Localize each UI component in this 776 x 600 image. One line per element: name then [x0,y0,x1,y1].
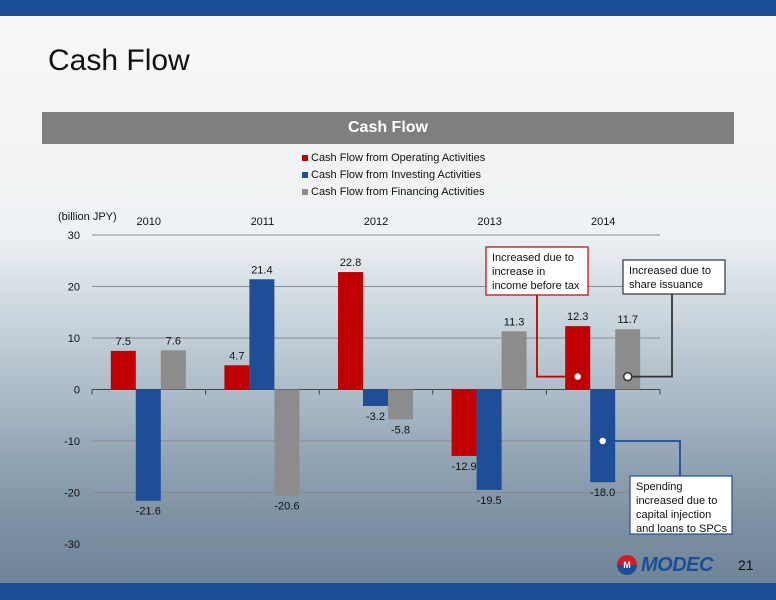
legend-entry: Cash Flow from Operating Activities [311,152,486,164]
y-tick-label: -10 [64,436,80,448]
logo-text: MODEC [641,554,713,576]
legend-swatch [302,172,308,178]
bar [388,389,413,420]
top-banner [0,0,776,16]
x-category-label: 2010 [137,216,161,228]
data-label: -3.2 [366,411,385,423]
data-label: -20.6 [274,501,299,513]
legend-swatch [302,155,308,161]
data-label: 4.7 [229,350,244,362]
bar [135,389,161,501]
annotation-financing-text: share issuance [629,279,703,291]
data-label: 21.4 [251,264,272,276]
bar [274,389,300,496]
annotation-operating-marker [572,371,583,382]
annotation-investing-box [629,475,733,535]
x-category-label: 2012 [364,216,388,228]
data-label: 7.5 [116,336,131,348]
bar [476,389,502,490]
bar [338,272,363,390]
data-label: 7.6 [166,335,181,347]
data-label: -12.9 [452,461,477,473]
chart-title: Cash Flow [42,112,734,144]
data-label: 11.3 [504,316,525,328]
data-label: 11.7 [617,314,638,326]
data-label: -19.5 [477,495,502,507]
data-label: 22.8 [340,257,361,269]
y-tick-label: 20 [68,282,80,294]
annotation-operating-text: Increased due to [492,252,574,264]
bar [224,365,250,390]
data-label: -21.6 [136,506,161,518]
bar [590,389,616,483]
x-category-label: 2011 [251,216,275,228]
bar [363,389,388,406]
y-tick-label: -30 [64,539,80,551]
annotation-operating-text: income before tax [492,280,580,292]
legend-entry: Cash Flow from Financing Activities [311,186,485,198]
y-tick-label: 0 [74,385,80,397]
annotation-financing-text: Increased due to [629,265,711,277]
annotation-operating-text: increase in [492,266,545,278]
annotation-investing-text: increased due to [636,495,717,507]
annotation-investing-text: and loans to SPCs [636,523,728,535]
bar [501,331,527,390]
bar [160,350,186,390]
y-tick-label: -20 [64,488,80,500]
bar [110,350,136,390]
modec-logo-mark: M [617,555,637,575]
x-category-label: 2013 [477,216,501,228]
logo-mark-letter: M [623,560,631,570]
annotation-investing-text: capital injection [636,509,711,521]
y-tick-label: 10 [68,333,80,345]
y-tick-label: 30 [68,230,80,242]
bar [249,279,275,390]
annotation-financing-leader [627,294,673,378]
data-label: -18.0 [590,487,615,499]
annotation-operating-box [485,246,589,296]
bottom-banner [0,583,776,600]
data-label: 12.3 [567,311,588,323]
bar [451,389,477,456]
data-label: -5.8 [391,424,410,436]
annotation-investing-text: Spending [636,481,683,493]
page-number: 21 [738,557,754,573]
legend-entry: Cash Flow from Investing Activities [311,169,481,181]
annotation-financing-box [622,259,726,295]
annotation-investing-leader [602,440,681,476]
annotation-investing-marker [597,436,608,446]
y-axis-label: (billion JPY) [58,211,117,223]
page-title: Cash Flow [48,44,190,77]
modec-logo: M MODEC [617,553,723,579]
x-category-label: 2014 [591,216,615,228]
legend-swatch [302,189,308,195]
annotation-operating-leader [536,295,578,378]
annotation-financing-marker [622,371,633,382]
